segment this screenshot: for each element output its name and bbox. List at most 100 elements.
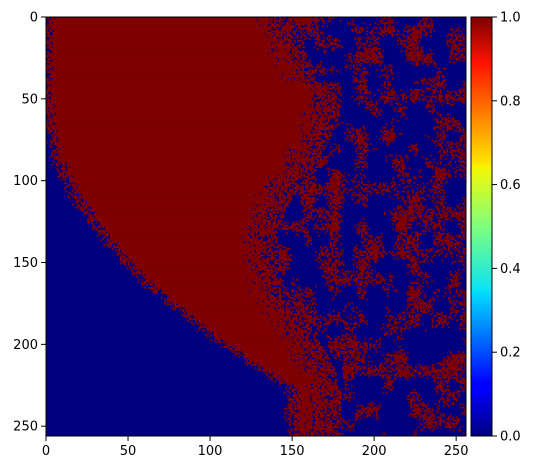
heatmap-cell-run <box>443 413 445 416</box>
heatmap-cell-run <box>311 164 314 167</box>
heatmap-cell-run <box>114 249 121 252</box>
heatmap-cell-run <box>410 404 414 407</box>
heatmap-cell-run <box>451 246 454 249</box>
heatmap-cell-run <box>436 84 444 87</box>
heatmap-cell-run <box>424 216 432 219</box>
heatmap-cell-run <box>439 156 442 159</box>
heatmap-cell-run <box>72 185 265 188</box>
heatmap-cell-run <box>344 270 352 273</box>
heatmap-cell-run <box>196 329 199 332</box>
heatmap-cell-run <box>387 326 390 329</box>
heatmap-cell-run <box>270 210 275 213</box>
heatmap-cell-run <box>449 57 454 60</box>
heatmap-cell-run <box>351 198 354 201</box>
heatmap-cell-run <box>278 257 291 260</box>
heatmap-cell-run <box>313 383 322 386</box>
heatmap-cell-run <box>315 82 322 85</box>
heatmap-cell-run <box>438 419 445 422</box>
heatmap-cell-run <box>324 115 327 118</box>
heatmap-cell-run <box>423 57 432 60</box>
heatmap-cell-run <box>46 64 275 67</box>
heatmap-cell-run <box>300 190 318 193</box>
heatmap-cell-run <box>265 213 268 216</box>
heatmap-cell-run <box>267 254 273 257</box>
heatmap-cell-run <box>269 192 275 195</box>
heatmap-cell-run <box>344 383 349 386</box>
heatmap-cell-run <box>359 128 362 131</box>
heatmap-cell-run <box>275 290 281 293</box>
heatmap-cell-run <box>47 100 50 103</box>
heatmap-cell-run <box>431 308 434 311</box>
heatmap-cell-run <box>433 298 436 301</box>
heatmap-cell-run <box>423 413 426 416</box>
heatmap-cell-run <box>338 85 340 88</box>
heatmap-cell-run <box>398 345 401 348</box>
heatmap-cell-run <box>315 357 322 360</box>
heatmap-cell-run <box>416 308 419 311</box>
heatmap-cell-run <box>326 414 331 417</box>
heatmap-cell-run <box>323 90 331 93</box>
heatmap-cell-run <box>459 255 464 258</box>
heatmap-cell-run <box>351 61 354 64</box>
heatmap-cell-run <box>306 161 309 163</box>
heatmap-cell-run <box>344 357 349 360</box>
heatmap-cell-run <box>256 193 275 196</box>
heatmap-cell-run <box>326 280 334 283</box>
heatmap-cell-run <box>315 38 321 41</box>
heatmap-cell-run <box>301 403 318 406</box>
heatmap-cell-run <box>410 144 418 147</box>
heatmap-cell-run <box>444 97 449 100</box>
heatmap-cell-run <box>144 287 147 289</box>
heatmap-cell-run <box>283 264 286 267</box>
heatmap-cell-run <box>402 98 404 101</box>
heatmap-cell-run <box>341 426 344 429</box>
heatmap-cell-run <box>267 282 281 285</box>
heatmap-cell-run <box>206 324 278 327</box>
heatmap-cell-run <box>321 275 326 278</box>
heatmap-cell-run <box>382 139 385 142</box>
x-tick-label: 0 <box>42 444 50 459</box>
heatmap-cell-run <box>326 228 329 231</box>
heatmap-cell-run <box>423 97 426 100</box>
heatmap-cell-run <box>357 30 360 33</box>
heatmap-cell-run <box>405 156 409 159</box>
heatmap-cell-run <box>390 363 393 366</box>
heatmap-cell-run <box>403 213 414 216</box>
heatmap-cell-run <box>367 409 375 412</box>
heatmap-cell-run <box>400 157 403 160</box>
heatmap-cell-run <box>95 211 258 214</box>
heatmap-cell-run <box>443 219 445 222</box>
heatmap-cell-run <box>129 267 132 270</box>
heatmap-cell-run <box>334 393 342 396</box>
heatmap-cell-run <box>300 174 306 177</box>
heatmap-cell-run <box>256 282 260 285</box>
heatmap-cell-run <box>380 254 385 257</box>
heatmap-cell-run <box>415 151 418 154</box>
heatmap-cell-run <box>318 228 326 231</box>
heatmap-cell-run <box>452 156 455 159</box>
heatmap-cell-run <box>100 239 103 242</box>
heatmap-cell-run <box>449 41 455 44</box>
heatmap-cell-run <box>342 264 345 267</box>
heatmap-cell-run <box>383 23 386 26</box>
heatmap-cell-run <box>449 92 452 95</box>
heatmap-cell-run <box>416 406 419 409</box>
heatmap-cell-run <box>315 411 327 414</box>
heatmap-cell-run <box>383 28 391 31</box>
heatmap-cell-run <box>436 375 439 378</box>
heatmap-cell-run <box>300 357 303 360</box>
heatmap-cell-run <box>357 188 360 191</box>
heatmap-cell-run <box>405 174 409 177</box>
heatmap-cell-run <box>46 61 288 64</box>
heatmap-cell-run <box>357 350 360 353</box>
heatmap-cell-run <box>290 177 293 180</box>
heatmap-cell-run <box>254 254 258 257</box>
heatmap-cell-run <box>293 419 298 422</box>
heatmap-cell-run <box>292 180 295 183</box>
heatmap-cell-run <box>287 255 290 258</box>
heatmap-cell-run <box>319 354 324 357</box>
heatmap-cell-run <box>295 51 306 54</box>
heatmap-cell-run <box>365 56 385 59</box>
heatmap-cell-run <box>461 53 464 55</box>
heatmap-cell-run <box>272 368 304 371</box>
